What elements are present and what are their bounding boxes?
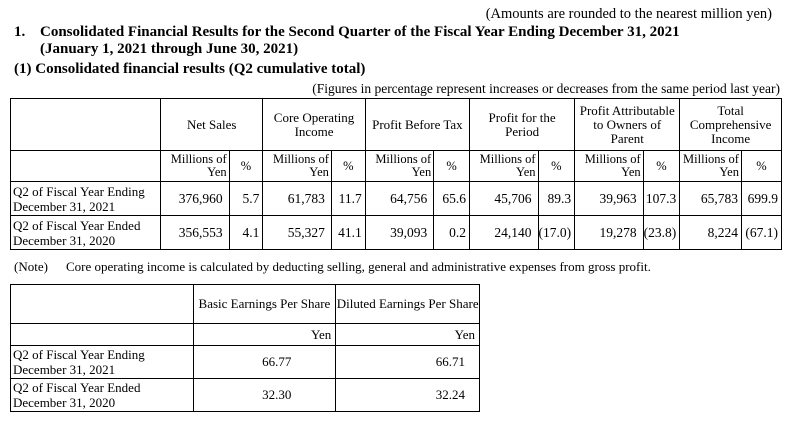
total-comprehensive-income-pct: (67.1) <box>740 215 783 250</box>
unit-percent: % <box>330 150 366 182</box>
total-comprehensive-income-value: 65,783 <box>679 181 742 216</box>
eps-header-corner <box>10 284 194 324</box>
total-comprehensive-income-pct: 699.9 <box>740 181 783 216</box>
eps-unit-corner <box>10 323 194 346</box>
header-profit-for-period: Profit for the Period <box>469 98 576 151</box>
row-label-line2: December 31, 2021 <box>13 362 116 377</box>
net-sales-pct: 4.1 <box>228 215 264 250</box>
profit-for-period-pct: (17.0) <box>537 215 576 250</box>
row-label-line1: Q2 of Fiscal Year Ended <box>13 217 141 233</box>
total-comprehensive-income-value: 8,224 <box>679 215 742 250</box>
unit-percent: % <box>537 150 576 182</box>
profit-attributable-value: 39,963 <box>574 181 644 216</box>
row-label-line2: December 31, 2020 <box>13 232 116 248</box>
section-title-line2: (January 1, 2021 through June 30, 2021) <box>40 41 299 57</box>
section-number: 1. <box>14 24 26 40</box>
eps-header-row: Basic Earnings Per Share Diluted Earning… <box>10 284 480 324</box>
earnings-per-share-table: Basic Earnings Per Share Diluted Earning… <box>10 284 480 412</box>
header-row: Net Sales Core Operating Income Profit B… <box>9 98 782 151</box>
note-label: (Note) <box>14 259 48 274</box>
unit-percent: % <box>433 150 471 182</box>
row-label-line2: December 31, 2020 <box>13 395 116 410</box>
section-title-line1: Consolidated Financial Results for the S… <box>40 24 680 40</box>
unit-millions-of-yen: Millions of Yen <box>160 150 230 182</box>
row-label: Q2 of Fiscal Year Ended December 31, 202… <box>10 378 194 412</box>
unit-millions-of-yen: Millions of Yen <box>574 150 644 182</box>
core-operating-income-pct: 11.7 <box>330 181 366 216</box>
header-profit-attributable: Profit Attributable to Owners of Parent <box>574 98 681 151</box>
diluted-eps-value: 32.24 <box>335 378 480 412</box>
row-label-line1: Q2 of Fiscal Year Ending <box>13 183 145 199</box>
profit-before-tax-value: 39,093 <box>364 215 435 250</box>
unit-percent: % <box>642 150 681 182</box>
basic-eps-value: 66.77 <box>192 345 337 379</box>
table-row: Q2 of Fiscal Year Ended December 31, 202… <box>9 215 783 250</box>
table-row: Q2 of Fiscal Year Ended December 31, 202… <box>10 378 480 412</box>
profit-before-tax-pct: 65.6 <box>433 181 471 216</box>
net-sales-value: 356,553 <box>160 215 230 250</box>
unit-millions-of-yen: Millions of Yen <box>364 150 435 182</box>
profit-before-tax-pct: 0.2 <box>433 215 471 250</box>
unit-row: Millions of Yen% Millions of Yen% Millio… <box>9 150 783 182</box>
net-sales-value: 376,960 <box>160 181 230 216</box>
profit-attributable-pct: (23.8) <box>642 215 681 250</box>
note-text: Core operating income is calculated by d… <box>66 259 651 274</box>
header-core-operating-income: Core Operating Income <box>262 98 366 151</box>
row-label-line1: Q2 of Fiscal Year Ending <box>13 347 145 362</box>
profit-attributable-value: 19,278 <box>574 215 644 250</box>
row-label: Q2 of Fiscal Year Ending December 31, 20… <box>10 345 194 379</box>
basic-eps-value: 32.30 <box>192 378 337 412</box>
profit-for-period-pct: 89.3 <box>537 181 576 216</box>
unit-yen: Yen <box>335 323 480 346</box>
figures-percentage-note: (Figures in percentage represent increas… <box>312 81 780 96</box>
unit-millions-of-yen: Millions of Yen <box>262 150 332 182</box>
profit-for-period-value: 45,706 <box>469 181 539 216</box>
consolidated-results-table: Net Sales Core Operating Income Profit B… <box>9 98 783 250</box>
header-diluted-eps: Diluted Earnings Per Share <box>335 284 480 324</box>
header-basic-eps: Basic Earnings Per Share <box>192 284 337 324</box>
profit-for-period-value: 24,140 <box>469 215 539 250</box>
section-title: 1. Consolidated Financial Results for the… <box>14 24 680 58</box>
unit-millions-of-yen: Millions of Yen <box>679 150 742 182</box>
header-net-sales: Net Sales <box>160 98 264 151</box>
core-operating-income-value: 55,327 <box>262 215 332 250</box>
row-label: Q2 of Fiscal Year Ended December 31, 202… <box>9 215 162 250</box>
unit-yen: Yen <box>192 323 337 346</box>
net-sales-pct: 5.7 <box>228 181 264 216</box>
row-label-line1: Q2 of Fiscal Year Ended <box>13 380 141 395</box>
row-label-line2: December 31, 2021 <box>13 198 116 214</box>
table-row: Q2 of Fiscal Year Ending December 31, 20… <box>10 345 480 379</box>
amounts-rounding-note: (Amounts are rounded to the nearest mill… <box>485 6 772 22</box>
core-operating-income-value: 61,783 <box>262 181 332 216</box>
core-operating-income-note: (Note) Core operating income is calculate… <box>14 259 651 275</box>
profit-before-tax-value: 64,756 <box>364 181 435 216</box>
header-profit-before-tax: Profit Before Tax <box>364 98 471 151</box>
subsection-title: (1) Consolidated financial results (Q2 c… <box>14 61 366 77</box>
unit-millions-of-yen: Millions of Yen <box>469 150 539 182</box>
header-corner <box>9 98 162 151</box>
eps-unit-row: Yen Yen <box>10 323 480 346</box>
unit-corner <box>9 150 162 182</box>
profit-attributable-pct: 107.3 <box>642 181 681 216</box>
unit-percent: % <box>228 150 264 182</box>
row-label: Q2 of Fiscal Year Ending December 31, 20… <box>9 181 162 216</box>
table-row: Q2 of Fiscal Year Ending December 31, 20… <box>9 181 783 216</box>
header-total-comprehensive-income: Total Comprehensive Income <box>679 98 782 151</box>
unit-percent: % <box>740 150 783 182</box>
diluted-eps-value: 66.71 <box>335 345 480 379</box>
core-operating-income-pct: 41.1 <box>330 215 366 250</box>
